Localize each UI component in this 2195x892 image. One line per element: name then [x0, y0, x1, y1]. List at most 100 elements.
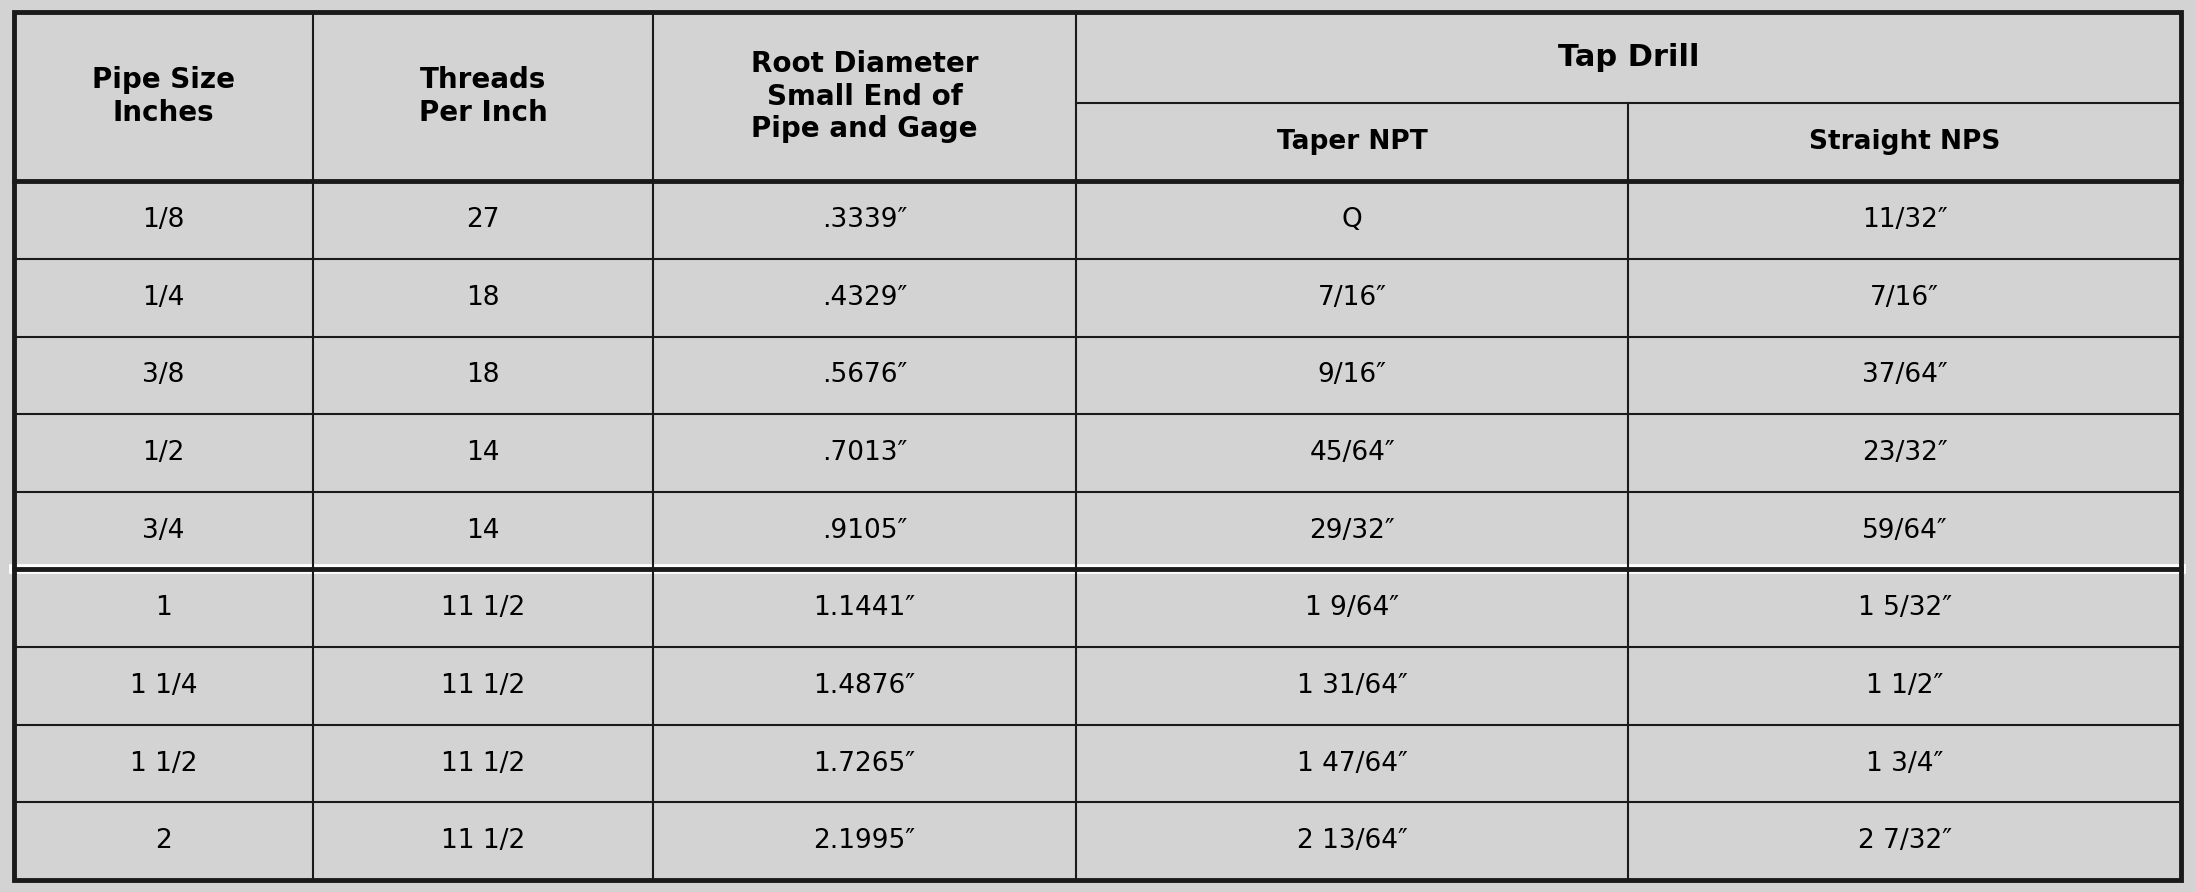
Text: 59/64″: 59/64″	[1861, 517, 1947, 543]
Bar	[654, 12, 1076, 181]
Bar	[1076, 103, 1629, 181]
Bar	[13, 724, 314, 803]
Text: 1 5/32″: 1 5/32″	[1857, 595, 1951, 621]
Bar	[654, 647, 1076, 724]
Bar	[654, 803, 1076, 880]
Bar	[13, 647, 314, 724]
Text: .3339″: .3339″	[821, 207, 907, 233]
Text: 1 9/64″: 1 9/64″	[1306, 595, 1398, 621]
Bar	[314, 724, 654, 803]
Text: 1: 1	[156, 595, 171, 621]
Bar	[314, 336, 654, 414]
Text: 2: 2	[156, 828, 171, 855]
Bar	[654, 259, 1076, 336]
Bar	[654, 724, 1076, 803]
Text: 1/4: 1/4	[143, 285, 184, 310]
Text: .9105″: .9105″	[821, 517, 907, 543]
Text: Root Diameter
Small End of
Pipe and Gage: Root Diameter Small End of Pipe and Gage	[751, 50, 979, 143]
Text: 3/8: 3/8	[143, 362, 184, 388]
Bar	[654, 181, 1076, 259]
Text: .5676″: .5676″	[821, 362, 907, 388]
Bar	[1076, 647, 1629, 724]
Bar	[13, 336, 314, 414]
Text: 23/32″: 23/32″	[1861, 440, 1947, 466]
Bar	[654, 336, 1076, 414]
Bar	[654, 569, 1076, 647]
Bar	[654, 414, 1076, 491]
Bar	[314, 414, 654, 491]
Text: 14: 14	[465, 517, 500, 543]
Text: 1.1441″: 1.1441″	[814, 595, 915, 621]
Text: 14: 14	[465, 440, 500, 466]
Bar	[1076, 569, 1629, 647]
Bar	[13, 491, 314, 569]
Text: 11 1/2: 11 1/2	[441, 673, 525, 699]
Bar	[1076, 259, 1629, 336]
Bar	[314, 491, 654, 569]
Bar	[1629, 103, 2182, 181]
Text: Tap Drill: Tap Drill	[1558, 43, 1699, 72]
Text: 1 1/2: 1 1/2	[130, 750, 198, 777]
Text: 2.1995″: 2.1995″	[814, 828, 915, 855]
Text: 3/4: 3/4	[143, 517, 184, 543]
Text: 9/16″: 9/16″	[1317, 362, 1387, 388]
Bar	[314, 181, 654, 259]
Bar	[1629, 259, 2182, 336]
Bar	[1076, 12, 2182, 103]
Bar	[1629, 491, 2182, 569]
Bar	[314, 12, 654, 181]
Text: 27: 27	[465, 207, 500, 233]
Text: 45/64″: 45/64″	[1308, 440, 1396, 466]
Bar	[314, 259, 654, 336]
Text: Straight NPS: Straight NPS	[1809, 129, 2000, 155]
Bar	[1629, 803, 2182, 880]
Text: 11 1/2: 11 1/2	[441, 750, 525, 777]
Bar	[314, 647, 654, 724]
Text: 11 1/2: 11 1/2	[441, 595, 525, 621]
Bar	[1076, 724, 1629, 803]
Bar	[1629, 724, 2182, 803]
Text: 1 47/64″: 1 47/64″	[1297, 750, 1407, 777]
Text: 1 1/4: 1 1/4	[130, 673, 198, 699]
Text: 1/2: 1/2	[143, 440, 184, 466]
Text: 1 3/4″: 1 3/4″	[1866, 750, 1943, 777]
Bar	[654, 491, 1076, 569]
Text: 1 1/2″: 1 1/2″	[1866, 673, 1943, 699]
Text: .4329″: .4329″	[821, 285, 907, 310]
Text: 2 7/32″: 2 7/32″	[1857, 828, 1951, 855]
Bar	[1076, 181, 1629, 259]
Text: 7/16″: 7/16″	[1870, 285, 1938, 310]
Bar	[1629, 647, 2182, 724]
Text: Threads
Per Inch: Threads Per Inch	[419, 66, 547, 127]
Text: 1 31/64″: 1 31/64″	[1297, 673, 1407, 699]
Text: 29/32″: 29/32″	[1308, 517, 1396, 543]
Text: 7/16″: 7/16″	[1317, 285, 1387, 310]
Text: Q: Q	[1341, 207, 1363, 233]
Text: 18: 18	[465, 285, 500, 310]
Bar	[1629, 181, 2182, 259]
Text: Pipe Size
Inches: Pipe Size Inches	[92, 66, 235, 127]
Bar	[1076, 803, 1629, 880]
Bar	[1076, 414, 1629, 491]
Bar	[1629, 336, 2182, 414]
Text: 11/32″: 11/32″	[1861, 207, 1947, 233]
Bar	[1076, 491, 1629, 569]
Text: 1/8: 1/8	[143, 207, 184, 233]
Text: 1.7265″: 1.7265″	[814, 750, 915, 777]
Text: 37/64″: 37/64″	[1861, 362, 1947, 388]
Text: 11 1/2: 11 1/2	[441, 828, 525, 855]
Bar	[13, 181, 314, 259]
Bar	[13, 414, 314, 491]
Text: Taper NPT: Taper NPT	[1277, 129, 1427, 155]
Bar	[314, 569, 654, 647]
Text: .7013″: .7013″	[821, 440, 907, 466]
Bar	[13, 569, 314, 647]
Bar	[13, 259, 314, 336]
Bar	[1629, 414, 2182, 491]
Bar	[13, 12, 314, 181]
Bar	[314, 803, 654, 880]
Text: 1.4876″: 1.4876″	[814, 673, 915, 699]
Bar	[13, 803, 314, 880]
Text: 2 13/64″: 2 13/64″	[1297, 828, 1407, 855]
Bar	[1629, 569, 2182, 647]
